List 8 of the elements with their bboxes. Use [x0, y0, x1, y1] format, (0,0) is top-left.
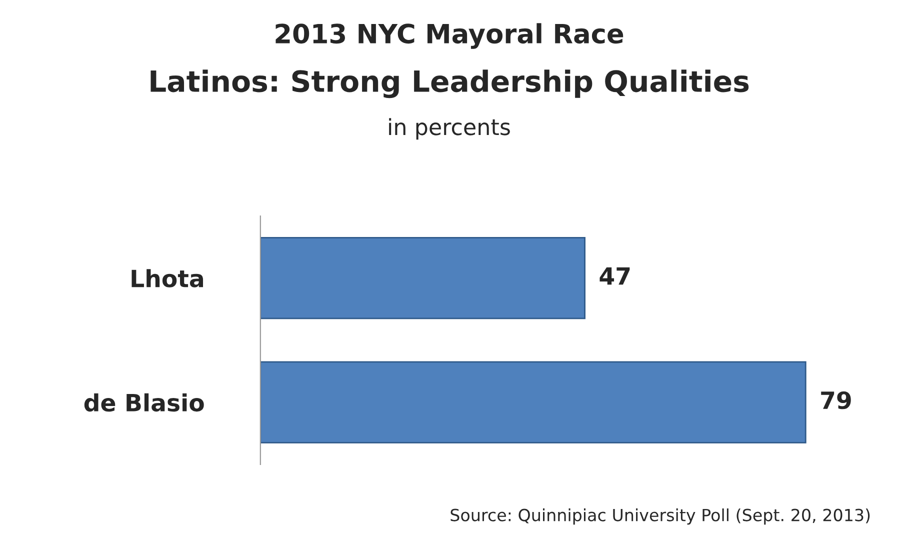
- y-tick-label: Lhota: [132, 269, 204, 288]
- y-tick-label: de Blasio: [84, 393, 204, 412]
- data-label: 79: [821, 391, 851, 410]
- chart-title: 2013 NYC Mayoral Race: [276, 23, 624, 49]
- chart-subtitle: Latinos: Strong Leadership Qualities: [150, 70, 749, 98]
- source-note: Source: Quinnipiac University Poll (Sept. 20, 2013): [450, 508, 870, 525]
- data-label: 47: [600, 267, 630, 285]
- text: in percents: [389, 118, 510, 140]
